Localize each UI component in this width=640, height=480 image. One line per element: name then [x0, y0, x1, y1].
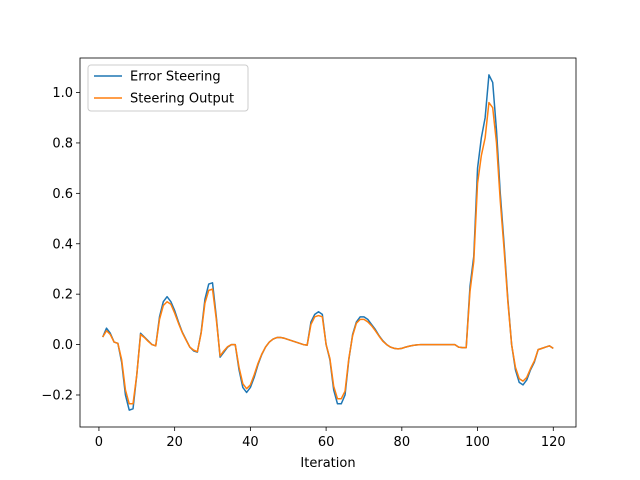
plot-frame: [79, 57, 577, 428]
x-axis-label: Iteration: [300, 456, 355, 471]
x-tick-label: 40: [242, 435, 259, 450]
y-tick-label: −0.2: [41, 388, 73, 403]
y-tick-label: 0.6: [52, 187, 73, 202]
y-tick-label: 0.2: [52, 288, 73, 303]
legend-label: Steering Output: [130, 92, 234, 107]
data-line: [102, 101, 554, 405]
y-tick-label: 0.0: [52, 338, 73, 353]
x-tick-label: 100: [465, 435, 490, 450]
legend-label: Error Steering: [130, 70, 221, 85]
y-tick-label: 0.8: [52, 136, 73, 151]
legend-box: [87, 64, 249, 112]
data-line: [102, 74, 554, 411]
x-tick-label: 0: [95, 435, 103, 450]
y-tick-label: 1.0: [52, 86, 73, 101]
x-tick-label: 80: [394, 435, 411, 450]
x-tick-label: 120: [541, 435, 566, 450]
x-tick-label: 60: [318, 435, 335, 450]
y-tick-label: 0.4: [52, 237, 73, 252]
x-tick-label: 20: [166, 435, 183, 450]
